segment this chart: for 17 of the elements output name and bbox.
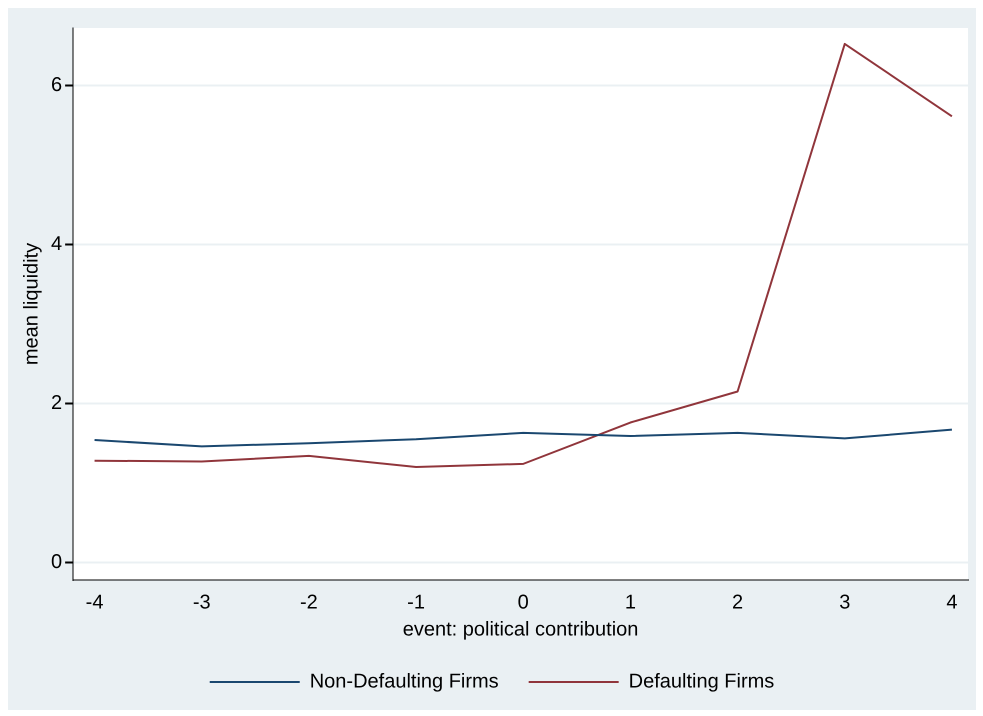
x-tick-label: -2 <box>300 592 318 614</box>
x-tick-label: -1 <box>407 592 425 614</box>
legend-label: Non-Defaulting Firms <box>310 670 499 693</box>
y-tick-label: 2 <box>51 392 62 414</box>
y-axis-title: mean liquidity <box>20 242 43 366</box>
x-tick-label: 0 <box>518 592 529 614</box>
y-tick-label: 0 <box>51 551 62 574</box>
legend-label: Defaulting Firms <box>628 670 774 693</box>
x-tick-label: 3 <box>839 592 850 614</box>
x-axis-title: event: political contribution <box>402 618 638 641</box>
x-tick-label: 4 <box>946 592 958 614</box>
y-tick-label: 4 <box>51 232 62 255</box>
x-tick-label: -4 <box>86 592 104 614</box>
x-tick-label: 1 <box>624 592 636 614</box>
x-tick-label: -3 <box>192 592 211 614</box>
x-tick-label: 2 <box>732 592 744 614</box>
y-tick-label: 6 <box>51 74 62 96</box>
